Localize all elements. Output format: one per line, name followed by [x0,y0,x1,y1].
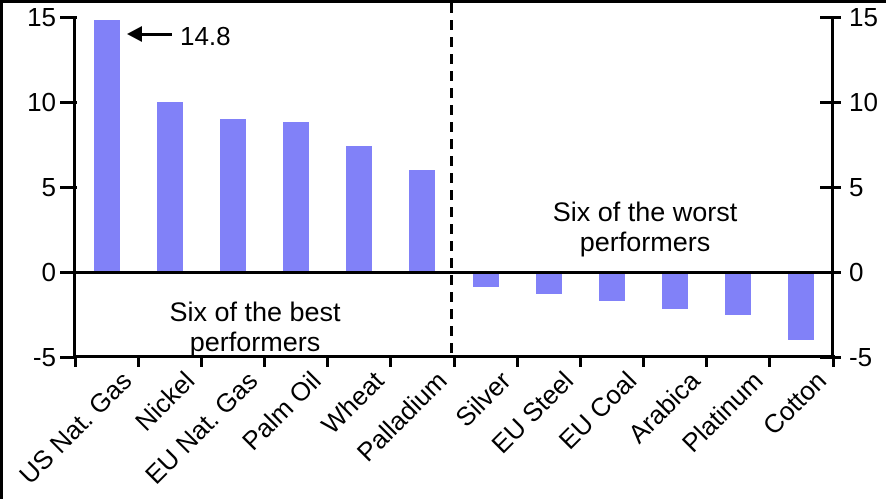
y-tick-right [820,355,841,359]
y-tick-right [820,270,841,274]
y-tick-right [820,100,841,104]
best-performers-note: Six of the best performers [169,297,341,357]
bar-palm-oil [283,122,310,272]
bar-wheat [346,146,373,272]
x-tick [768,355,772,367]
y-tick-left [60,15,77,19]
x-tick [136,355,140,367]
x-label-us-nat-gas: US Nat. Gas [12,365,138,490]
bar-silver [472,272,499,288]
x-tick [705,355,709,367]
y-tick-label-right: 15 [849,2,878,32]
top-border [0,0,886,3]
x-label-cotton: Cotton [756,365,832,441]
x-tick [515,355,519,367]
bar-arabica [662,272,689,310]
x-tick [326,355,330,367]
x-tick [263,355,266,367]
y-tick-left [60,100,77,104]
y-tick-right [820,185,841,189]
bar-eu-nat-gas [219,119,246,272]
y-tick-label-left: 5 [41,172,56,202]
y-tick-left [60,355,77,359]
zero-line [75,271,833,274]
x-tick [199,355,203,367]
y-tick-label-left: 15 [27,2,56,32]
group-separator-dashed-line [450,3,453,355]
x-tick [578,355,582,367]
bar-eu-steel [535,272,562,295]
x-tick [389,355,393,367]
y-tick-right [820,15,841,19]
y-tick-label-left: -5 [32,342,56,372]
bar-us-nat-gas [93,20,120,272]
y-tick-label-right: 0 [849,257,864,287]
y-tick-left [60,270,77,274]
bar-palladium [409,170,436,272]
value-callout: 14.8 [180,21,231,51]
y-tick-label-left: 0 [41,257,56,287]
worst-performers-note: Six of the worst performers [552,197,738,257]
bar-cotton [788,272,815,340]
bar-nickel [156,102,183,272]
x-tick [73,355,77,367]
y-tick-label-right: 10 [849,87,878,117]
x-tick [452,355,456,367]
y-tick-left [60,185,77,189]
bar-platinum [725,272,752,315]
bar-eu-coal [598,272,625,301]
x-tick [642,355,645,367]
arrow-shaft [139,33,172,36]
y-tick-label-right: -5 [849,342,873,372]
x-tick [831,355,835,367]
arrow-left-icon [127,26,142,42]
left-border [0,0,3,499]
y-tick-label-left: 10 [27,87,56,117]
y-tick-label-right: 5 [849,172,864,202]
